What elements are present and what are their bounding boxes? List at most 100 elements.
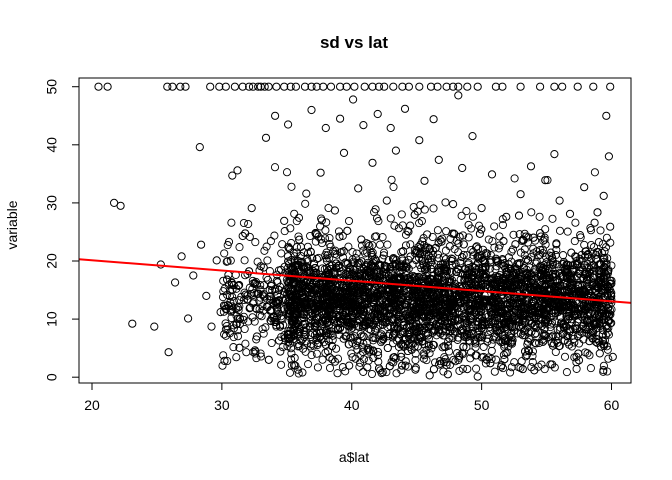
cloud-point bbox=[465, 337, 475, 346]
cloud-point bbox=[498, 364, 508, 373]
cloud-point bbox=[487, 340, 496, 349]
cloud-point bbox=[433, 226, 442, 235]
cloud-point bbox=[442, 361, 451, 370]
cloud-point bbox=[583, 251, 593, 260]
data-point bbox=[606, 222, 615, 231]
cloud-point bbox=[548, 214, 557, 223]
data-point bbox=[536, 229, 545, 238]
cloud-point bbox=[554, 332, 563, 341]
cloud-point bbox=[262, 242, 271, 251]
cloud-point bbox=[507, 339, 517, 348]
data-point bbox=[307, 82, 316, 91]
data-point bbox=[184, 314, 193, 323]
cloud-point bbox=[455, 366, 464, 375]
cloud-point bbox=[434, 268, 443, 277]
cloud-point bbox=[326, 242, 335, 251]
cloud-point bbox=[527, 208, 536, 217]
cloud-point bbox=[251, 303, 260, 313]
data-point bbox=[573, 82, 582, 91]
data-point bbox=[116, 201, 125, 210]
cloud-point bbox=[417, 264, 426, 273]
cloud-point bbox=[252, 354, 261, 363]
cloud-point bbox=[420, 205, 429, 214]
cloud-point bbox=[307, 351, 316, 360]
cloud-point bbox=[459, 250, 468, 259]
cloud-point bbox=[543, 176, 552, 185]
cloud-point bbox=[220, 330, 229, 339]
cloud-point bbox=[576, 231, 585, 240]
cloud-point bbox=[383, 343, 392, 353]
cloud-point bbox=[320, 234, 330, 243]
data-point bbox=[230, 82, 239, 91]
cloud-point bbox=[287, 182, 296, 191]
cloud-point bbox=[490, 222, 499, 231]
data-point bbox=[526, 162, 536, 171]
data-point bbox=[128, 319, 137, 328]
cloud-point bbox=[479, 342, 488, 351]
cloud-point bbox=[568, 281, 577, 290]
cloud-point bbox=[260, 246, 269, 255]
cloud-point bbox=[541, 240, 550, 249]
data-point bbox=[558, 82, 567, 91]
cloud-point bbox=[541, 225, 550, 234]
data-point bbox=[487, 170, 497, 179]
cloud-point bbox=[344, 242, 353, 251]
cloud-point bbox=[348, 247, 357, 257]
data-point bbox=[272, 82, 281, 91]
cloud-point bbox=[229, 324, 238, 333]
cloud-point bbox=[374, 217, 383, 226]
cloud-point bbox=[556, 280, 565, 289]
data-point bbox=[415, 136, 424, 145]
cloud-point bbox=[466, 332, 475, 341]
cloud-point bbox=[432, 309, 441, 318]
cloud-point bbox=[513, 317, 522, 326]
cloud-point bbox=[219, 276, 228, 285]
data-point bbox=[391, 146, 400, 155]
data-point bbox=[434, 155, 443, 164]
cloud-point bbox=[369, 336, 378, 345]
cloud-point bbox=[347, 349, 356, 358]
cloud-point bbox=[412, 246, 421, 255]
cloud-point bbox=[558, 282, 567, 291]
cloud-point bbox=[459, 240, 468, 249]
cloud-point bbox=[261, 323, 270, 332]
cloud-point bbox=[224, 280, 234, 289]
cloud-point bbox=[220, 249, 229, 258]
data-point bbox=[608, 352, 617, 361]
cloud-point bbox=[563, 227, 572, 236]
cloud-point bbox=[455, 351, 464, 360]
cloud-point bbox=[416, 201, 425, 210]
cloud-point bbox=[467, 245, 476, 254]
data-point bbox=[326, 82, 336, 91]
cloud-point bbox=[562, 322, 571, 331]
cloud-point bbox=[292, 217, 301, 226]
cloud-point bbox=[278, 343, 287, 352]
cloud-point bbox=[379, 335, 388, 344]
cloud-point bbox=[308, 329, 317, 338]
cloud-point bbox=[288, 319, 298, 328]
data-point bbox=[590, 218, 599, 227]
cloud-point bbox=[333, 304, 342, 313]
cloud-point bbox=[218, 293, 228, 302]
data-point bbox=[429, 115, 438, 124]
cloud-point bbox=[596, 226, 605, 235]
data-point bbox=[291, 82, 300, 91]
cloud-point bbox=[317, 286, 326, 295]
cloud-point bbox=[354, 322, 364, 332]
cloud-point bbox=[314, 253, 323, 262]
cloud-point bbox=[491, 355, 501, 364]
data-point bbox=[398, 82, 407, 91]
cloud-point bbox=[438, 343, 447, 352]
cloud-point bbox=[462, 251, 471, 260]
data-point bbox=[181, 82, 190, 91]
cloud-point bbox=[429, 204, 438, 213]
data-point bbox=[284, 120, 293, 129]
cloud-point bbox=[464, 220, 473, 229]
cloud-point bbox=[575, 339, 584, 348]
cloud-point bbox=[599, 367, 608, 376]
cloud-point bbox=[277, 249, 286, 258]
cloud-point bbox=[264, 355, 273, 364]
cloud-point bbox=[232, 353, 241, 362]
data-point bbox=[463, 82, 472, 91]
cloud-point bbox=[432, 331, 441, 340]
